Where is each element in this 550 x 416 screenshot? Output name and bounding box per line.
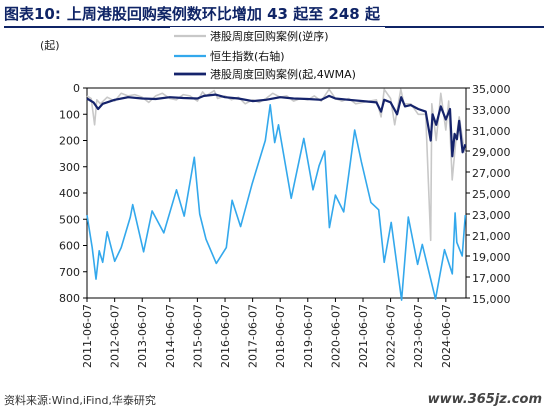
x-tick-label: 2023-06-07 bbox=[412, 304, 425, 368]
x-tick-label: 2018-06-07 bbox=[274, 304, 287, 368]
legend-buyback-4wma-label: 港股周度回购案例(起,4WMA) bbox=[210, 67, 356, 81]
plot-frame bbox=[86, 87, 467, 299]
left-y-tick-label: 0 bbox=[73, 82, 80, 95]
watermark-text: www.365jz.com bbox=[427, 392, 542, 407]
left-y-tick-label: 100 bbox=[59, 108, 80, 121]
left-y-tick-label: 600 bbox=[59, 240, 80, 253]
right-y-tick-label: 15,000 bbox=[472, 293, 511, 306]
right-y-tick-label: 19,000 bbox=[472, 251, 511, 264]
x-tick-label: 2012-06-07 bbox=[109, 304, 122, 368]
right-y-tick-label: 31,000 bbox=[472, 125, 511, 138]
source-note: 资料来源:Wind,iFind,华泰研究 bbox=[4, 394, 156, 407]
figure-label: 图表10: bbox=[4, 5, 61, 23]
figure-title-text: 上周港股回购案例数环比增加 43 起至 248 起 bbox=[66, 5, 380, 23]
left-y-tick-label: 700 bbox=[59, 266, 80, 279]
x-tick-label: 2022-06-07 bbox=[385, 304, 398, 368]
right-y-tick-label: 25,000 bbox=[472, 188, 511, 201]
left-y-tick-label: 500 bbox=[59, 213, 80, 226]
x-tick-label: 2014-06-07 bbox=[164, 304, 177, 368]
x-tick-label: 2011-06-07 bbox=[81, 304, 94, 368]
x-tick-label: 2020-06-07 bbox=[329, 304, 342, 368]
legend-hang-seng-label: 恒生指数(右轴) bbox=[210, 49, 285, 63]
x-tick-label: 2021-06-07 bbox=[357, 304, 370, 368]
legend-weekly-buyback-label: 港股周度回购案例(逆序) bbox=[210, 29, 329, 43]
x-tick-label: 2013-06-07 bbox=[136, 304, 149, 368]
right-y-tick-label: 21,000 bbox=[472, 230, 511, 243]
left-y-tick-label: 200 bbox=[59, 135, 80, 148]
left-axis-unit: (起) bbox=[40, 39, 60, 52]
right-y-tick-label: 29,000 bbox=[472, 146, 511, 159]
x-tick-label: 2015-06-07 bbox=[191, 304, 204, 368]
left-y-tick-label: 400 bbox=[59, 187, 80, 200]
x-tick-label: 2019-06-07 bbox=[302, 304, 315, 368]
right-y-tick-label: 35,000 bbox=[472, 83, 511, 96]
left-y-tick-label: 300 bbox=[59, 161, 80, 174]
x-tick-label: 2016-06-07 bbox=[219, 304, 232, 368]
right-y-tick-label: 33,000 bbox=[472, 104, 511, 117]
series-hang-seng-line bbox=[86, 104, 467, 301]
right-y-tick-label: 27,000 bbox=[472, 167, 511, 180]
series-buyback-4wma-line bbox=[86, 93, 467, 158]
x-tick-label: 2017-06-07 bbox=[247, 304, 260, 368]
right-y-tick-label: 17,000 bbox=[472, 272, 511, 285]
left-y-tick-label: 800 bbox=[59, 292, 80, 305]
x-tick-label: 2024-06-07 bbox=[440, 304, 453, 368]
right-y-tick-label: 23,000 bbox=[472, 209, 511, 222]
